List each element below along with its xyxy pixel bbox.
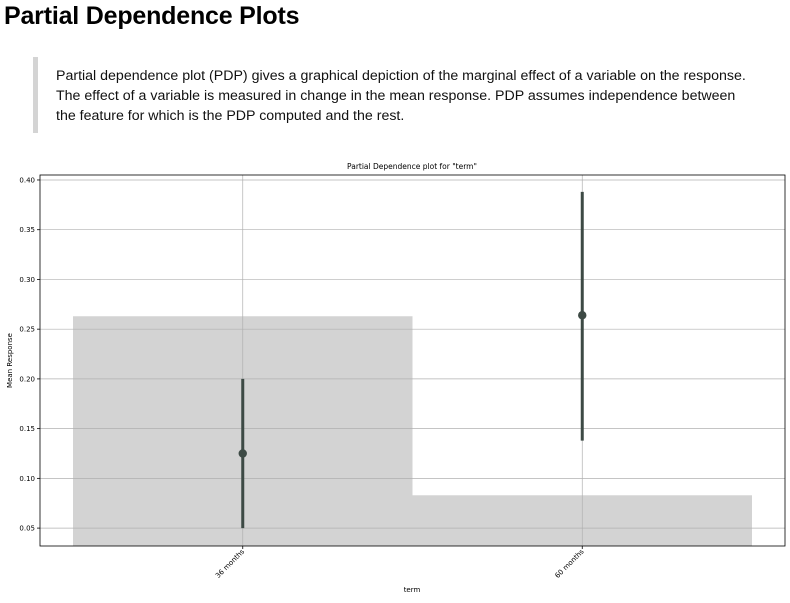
y-tick-layer: 0.05 0.10 0.15 0.20 0.25 0.30 0.35 0.40 [19,176,40,533]
y-tick-label: 0.25 [19,326,35,334]
plot-frame [39,174,786,547]
pdp-chart: Partial Dependence plot for "term" 0.05 0… [0,155,790,598]
y-axis-label: Mean Response [6,333,14,388]
description-blockquote: Partial dependence plot (PDP) gives a gr… [33,57,753,133]
grid-layer [40,175,785,546]
chart-title: Partial Dependence plot for "term" [347,162,477,171]
x-tick-layer: 36 months 60 months [214,546,586,580]
x-tick-label: 60 months [553,548,585,580]
y-tick-label: 0.40 [19,176,35,184]
x-tick-label: 36 months [214,548,246,580]
page-title: Partial Dependence Plots [4,2,300,30]
description-text: Partial dependence plot (PDP) gives a gr… [56,68,746,124]
y-tick-label: 0.35 [19,226,35,234]
point-layer [238,311,587,458]
data-point [578,311,587,320]
data-point [238,449,247,458]
y-tick-label: 0.30 [19,276,35,284]
y-tick-label: 0.10 [19,475,35,483]
y-tick-label: 0.05 [19,525,35,533]
x-axis-label: term [404,586,421,594]
y-tick-label: 0.20 [19,375,35,383]
y-tick-label: 0.15 [19,425,35,433]
pdp-chart-svg: Partial Dependence plot for "term" 0.050… [6,162,786,594]
histogram-layer [73,316,752,546]
